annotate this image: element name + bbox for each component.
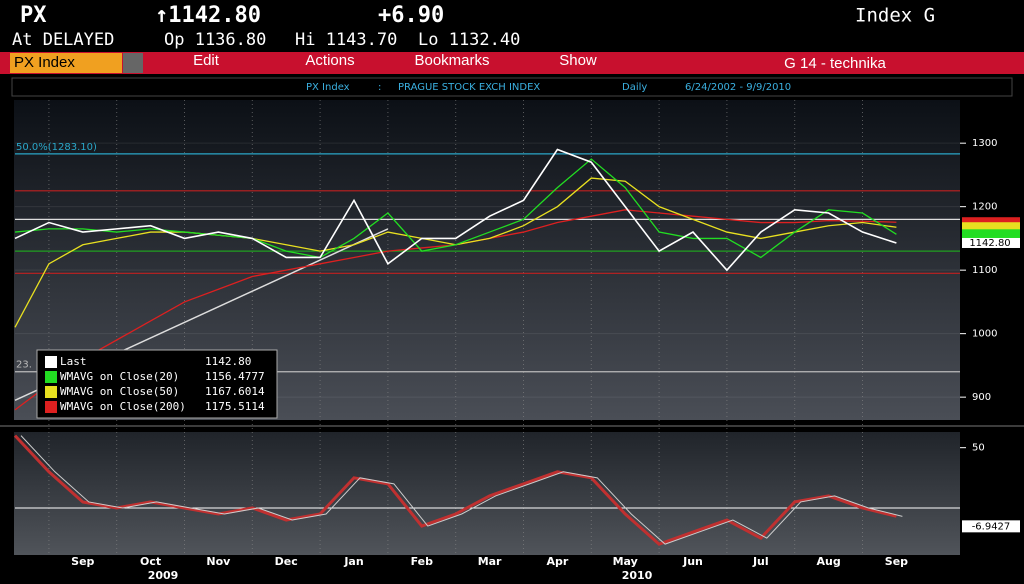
series-line: [14, 148, 897, 272]
osc-line: [13, 434, 897, 546]
legend-swatch: [45, 371, 57, 383]
toolbar: [0, 52, 1024, 74]
y-tick-label: 900: [972, 392, 991, 403]
dropdown[interactable]: [123, 53, 143, 73]
security-input: PX Index: [14, 54, 75, 71]
last-price: ↑1142.80: [155, 3, 261, 28]
x-tick-label: Jan: [343, 555, 363, 568]
menu[interactable]: Bookmarks: [414, 52, 489, 69]
osc-panel: [14, 432, 960, 555]
security-box[interactable]: [10, 53, 122, 73]
legend-swatch: [45, 401, 57, 413]
price-tag: [962, 237, 1020, 248]
legend: [36, 349, 278, 419]
legend-swatch: [45, 386, 57, 398]
price-tag: [962, 229, 1020, 240]
y-tick-label: 1200: [972, 202, 997, 213]
info: Daily: [622, 82, 647, 93]
price-tag: [962, 217, 1020, 228]
x-tick-label: Nov: [206, 555, 231, 568]
price-tag-label: 1142.80: [969, 238, 1010, 249]
value-tag: [962, 520, 1020, 533]
year-label: 2009: [148, 569, 179, 582]
security-type: Index G: [855, 5, 935, 27]
legend-value: 1156.4777: [205, 370, 265, 383]
low: Lo 1132.40: [418, 30, 520, 50]
y-tick-label: 1300: [972, 138, 997, 149]
legend-value: 1175.5114: [205, 400, 265, 413]
info: PRAGUE STOCK EXCH INDEX: [398, 82, 540, 93]
y-tick-label: 1000: [972, 329, 997, 340]
x-tick-label: Sep: [71, 555, 94, 568]
legend-value: 1167.6014: [205, 385, 265, 398]
high: Hi 1143.70: [295, 30, 397, 50]
change: +6.90: [378, 3, 444, 28]
legend-name: WMAVG on Close(200): [60, 400, 186, 413]
info: :: [378, 82, 381, 93]
status: At DELAYED: [12, 30, 114, 50]
x-tick-label: May: [613, 555, 638, 568]
x-tick-label: Sep: [885, 555, 908, 568]
value-tag-label: -6.9427: [972, 521, 1011, 532]
x-tick-label: Mar: [478, 555, 502, 568]
level-label: 23.: [16, 360, 32, 371]
price-tag: [962, 222, 1020, 233]
y-tick-label: 1100: [972, 265, 997, 276]
legend-name: Last: [60, 355, 87, 368]
menu[interactable]: Edit: [193, 52, 220, 69]
info-bar: [11, 77, 1013, 97]
menu[interactable]: Show: [559, 52, 597, 69]
legend-name: WMAVG on Close(20): [60, 370, 179, 383]
osc-signal: [20, 435, 903, 545]
info: PX Index: [306, 82, 350, 93]
x-tick-label: Apr: [546, 555, 568, 568]
x-tick-label: Jun: [682, 555, 703, 568]
page-name: G 14 - technika: [784, 55, 886, 72]
y-tick-label: 50: [972, 443, 985, 454]
menu[interactable]: Actions: [305, 52, 354, 69]
x-tick-label: Aug: [816, 555, 840, 568]
x-tick-label: Dec: [275, 555, 298, 568]
x-tick-label: Oct: [140, 555, 161, 568]
year-label: 2010: [622, 569, 653, 582]
x-tick-label: Jul: [752, 555, 769, 568]
x-tick-label: Feb: [411, 555, 434, 568]
legend-swatch: [45, 356, 57, 368]
open: Op 1136.80: [164, 30, 266, 50]
legend-name: WMAVG on Close(50): [60, 385, 179, 398]
legend-value: 1142.80: [205, 355, 251, 368]
ticker: PX: [20, 3, 47, 28]
level-label: 50.0%(1283.10): [16, 142, 97, 153]
info: 6/24/2002 - 9/9/2010: [685, 82, 791, 93]
